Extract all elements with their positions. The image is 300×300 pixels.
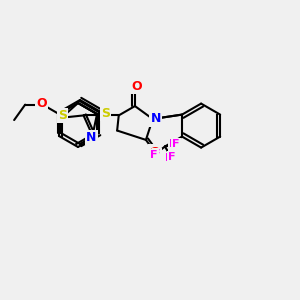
- Text: F: F: [153, 149, 161, 160]
- Text: O: O: [149, 146, 160, 159]
- Text: F: F: [168, 152, 175, 163]
- Text: N: N: [86, 131, 97, 144]
- Text: O: O: [132, 80, 142, 93]
- Text: O: O: [36, 97, 47, 110]
- Text: F: F: [165, 154, 173, 164]
- Text: N: N: [151, 112, 161, 125]
- Text: S: S: [58, 109, 67, 122]
- Text: S: S: [101, 107, 110, 120]
- Text: F: F: [172, 139, 180, 149]
- Text: F: F: [150, 150, 158, 160]
- Text: F: F: [169, 140, 177, 149]
